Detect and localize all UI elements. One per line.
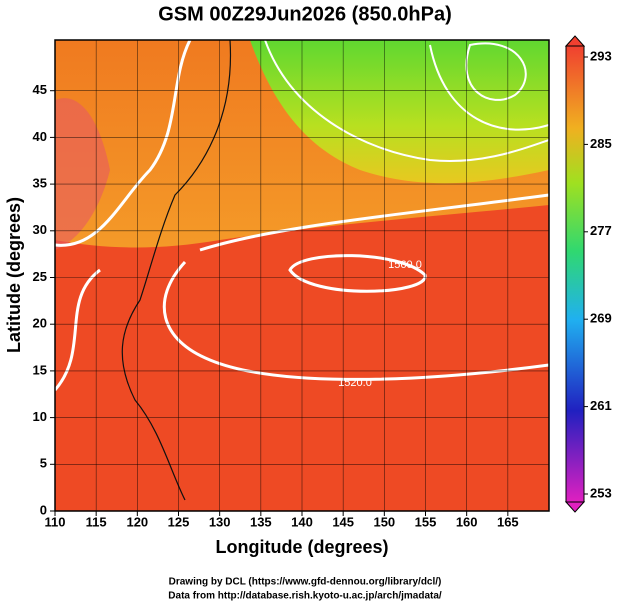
- x-tick-label: 120: [126, 514, 148, 529]
- contour: [288, 254, 427, 293]
- y-tick-label: 10: [33, 409, 47, 424]
- contour: [199, 193, 549, 252]
- x-tick-label: 140: [291, 514, 313, 529]
- contour: [429, 44, 549, 131]
- x-tick-label: 130: [209, 514, 231, 529]
- colorbar-tick-label: 261: [590, 398, 612, 413]
- colorbar-extend-bottom: [564, 501, 586, 513]
- contour: [55, 260, 549, 391]
- contour: [465, 42, 527, 101]
- contour: [264, 40, 549, 162]
- x-tick-label: 145: [332, 514, 354, 529]
- cool-region: [250, 40, 549, 184]
- y-tick-label: 45: [33, 82, 47, 97]
- y-tick-label: 30: [33, 222, 47, 237]
- x-tick-label: 160: [456, 514, 478, 529]
- y-tick-label: 25: [33, 269, 47, 284]
- y-tick-label: 40: [33, 129, 47, 144]
- footer-line: Data from http://database.rish.kyoto-u.a…: [168, 591, 442, 602]
- contour-label: 1520.0: [338, 377, 372, 389]
- colorbar-tick-label: 285: [590, 136, 612, 151]
- y-tick-label: 20: [33, 316, 47, 331]
- y-axis-label: Latitude (degrees): [4, 197, 24, 353]
- title: GSM 00Z29Jun2026 (850.0hPa): [158, 3, 451, 25]
- colorbar-tick-label: 293: [590, 48, 612, 63]
- x-tick-label: 115: [86, 514, 107, 529]
- colorbar-tick-label: 269: [590, 311, 612, 326]
- y-tick-label: 5: [40, 456, 47, 471]
- colorbar-extend-top: [564, 35, 586, 47]
- colorbar-tick-label: 277: [590, 223, 612, 238]
- x-tick-label: 155: [415, 514, 437, 529]
- x-tick-label: 165: [497, 514, 519, 529]
- y-tick-label: 35: [33, 176, 47, 191]
- colorbar: [565, 45, 585, 503]
- x-tick-label: 110: [45, 514, 66, 529]
- contour-label: 1560.0: [388, 259, 422, 271]
- x-tick-label: 135: [250, 514, 272, 529]
- colorbar-tick-label: 253: [590, 485, 612, 500]
- x-tick-label: 125: [168, 514, 190, 529]
- coastline: [121, 40, 232, 501]
- y-tick-label: 15: [33, 362, 47, 377]
- x-axis-label: Longitude (degrees): [215, 537, 388, 557]
- footer-line: Drawing by DCL (https://www.gfd-dennou.o…: [169, 577, 442, 588]
- x-tick-label: 150: [373, 514, 395, 529]
- y-tick-label: 0: [40, 502, 47, 517]
